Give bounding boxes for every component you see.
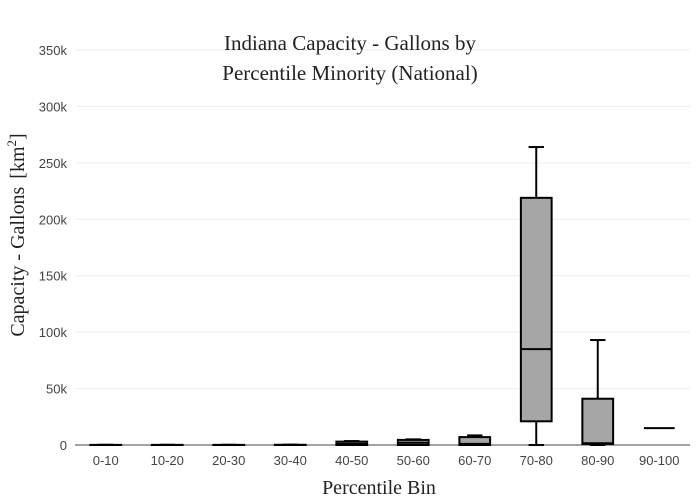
y-tick-label: 50k <box>46 382 67 397</box>
y-tick-label: 350k <box>39 43 68 58</box>
gridlines <box>75 49 690 446</box>
y-tick-label: 100k <box>39 325 68 340</box>
x-tick-label: 80-90 <box>581 453 614 468</box>
x-tick-label: 70-80 <box>520 453 553 468</box>
y-axis-title-unit: [km <box>7 146 29 179</box>
boxes <box>89 146 675 447</box>
x-tick-label: 10-20 <box>151 453 184 468</box>
y-axis-title: Capacity - Gallons [km2] <box>4 133 29 336</box>
x-tick-label: 40-50 <box>335 453 368 468</box>
x-tick-label: 90-100 <box>639 453 679 468</box>
box-50-60 <box>396 438 430 446</box>
box-60-70 <box>458 434 492 447</box>
x-axis-ticks: 0-10 10-20 20-30 30-40 40-50 50-60 60-70 70-80 8… <box>93 453 680 468</box>
y-axis-title-unit-close: ] <box>7 133 29 140</box>
x-tick-label: 50-60 <box>397 453 430 468</box>
x-tick-label: 0-10 <box>93 453 119 468</box>
x-tick-label: 20-30 <box>212 453 245 468</box>
box-70-80 <box>519 146 553 446</box>
x-axis-title: Percentile Bin <box>322 477 436 499</box>
chart-title-line-2: Percentile Minority (National) <box>222 61 477 85</box>
chart-title-line-1: Indiana Capacity - Gallons by <box>224 31 476 55</box>
x-tick-label: 60-70 <box>458 453 491 468</box>
y-axis-title-unit-exponent: 2 <box>4 140 19 147</box>
y-tick-label: 250k <box>39 156 68 171</box>
box-body <box>581 397 615 445</box>
box-body <box>458 436 492 447</box>
y-tick-label: 0 <box>60 438 67 453</box>
y-tick-label: 200k <box>39 212 68 227</box>
box-40-50 <box>335 440 369 447</box>
y-tick-label: 300k <box>39 99 68 114</box>
x-tick-label: 30-40 <box>274 453 307 468</box>
y-tick-label: 150k <box>39 269 68 284</box>
y-axis-ticks: 0 50k 100k 150k 200k 250k 300k 350k <box>39 43 68 453</box>
y-axis-title-main: Capacity - Gallons <box>7 187 29 337</box>
box-body <box>519 196 553 423</box>
box-80-90 <box>581 339 615 446</box>
